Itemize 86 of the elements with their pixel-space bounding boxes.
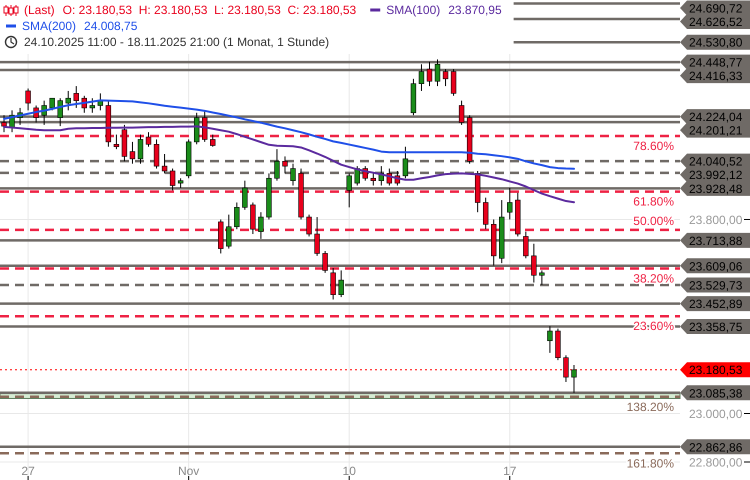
candlestick	[178, 178, 184, 188]
ref-line-label: 23.713,88	[689, 234, 743, 248]
candlestick	[354, 166, 360, 186]
x-tick-label: Nov	[178, 464, 200, 478]
y-tick-label: 23.000,00	[689, 406, 743, 421]
candlestick	[58, 98, 63, 127]
annotation: 23.870,95	[448, 3, 502, 17]
candlestick	[507, 187, 512, 220]
ref-line-label: 24.448,77	[689, 56, 743, 70]
candlestick	[523, 231, 529, 259]
candlestick	[226, 214, 232, 250]
ref-line-label: 24.530,80	[689, 36, 743, 50]
candlestick	[274, 148, 280, 182]
legend-label: (Last)	[24, 3, 55, 17]
candlestick	[346, 172, 352, 208]
ref-line-label: 23.358,75	[689, 320, 743, 334]
ref-line-label: 24.224,04	[689, 110, 743, 124]
candlestick	[306, 214, 312, 237]
candlestick	[130, 141, 136, 164]
legend-label: SMA(200)	[22, 19, 76, 33]
candlestick	[290, 163, 296, 186]
candlestick	[314, 216, 320, 256]
annotation: 24.008,75	[84, 19, 138, 33]
candlestick	[338, 270, 344, 298]
annotation: 38.20%	[633, 271, 674, 286]
annotation: O: 23.180,53 H: 23.180,53 L: 23.180,53 C: 23.180,53	[62, 3, 357, 17]
ref-line-label: 24.201,21	[689, 124, 743, 138]
candlestick	[234, 202, 240, 230]
candlestick	[146, 132, 152, 148]
candlestick	[442, 68, 448, 87]
annotation: 61.80%	[633, 194, 674, 209]
candlestick	[162, 154, 168, 174]
candlestick	[66, 90, 71, 111]
candlestick	[458, 100, 464, 126]
line-series	[3, 99, 575, 170]
x-tick-label: 27	[21, 464, 36, 478]
candlestick	[539, 270, 545, 286]
text: 24.10.2025 11:00 - 18.11.2025 21:00 (1 Monat, 1 Stunde)	[24, 35, 330, 49]
candlestick	[482, 197, 488, 230]
annotation: 161.80%	[626, 456, 674, 470]
candlestick	[450, 68, 456, 96]
candlestick	[282, 156, 288, 174]
ref-line-label: 23.180,53	[689, 363, 743, 378]
candlestick	[571, 364, 577, 394]
candlestick	[170, 168, 176, 191]
candlestick	[154, 138, 160, 170]
ref-line-label: 23.609,06	[689, 259, 743, 274]
candlestick	[74, 86, 79, 108]
candlestick	[418, 64, 424, 92]
annotation: 138.20%	[626, 400, 674, 414]
candlestick	[370, 172, 376, 186]
x-tick-label: 10	[342, 464, 356, 478]
candlestick	[242, 180, 248, 210]
candlestick	[426, 61, 432, 87]
ref-line-label: 24.690,72	[689, 2, 743, 16]
ref-line-label: 23.085,38	[689, 386, 743, 400]
candlestick	[202, 110, 208, 142]
candlestick	[114, 134, 120, 150]
ref-line-label: 24.040,52	[689, 154, 743, 169]
candlestick	[258, 212, 264, 240]
ref-line-label: 24.626,52	[689, 15, 743, 29]
candlestick	[25, 88, 31, 111]
legend-label: SMA(100)	[386, 3, 440, 17]
annotation: 50.00%	[633, 214, 674, 228]
candlestick	[531, 243, 537, 284]
y-tick-label: 22.800,00	[689, 456, 743, 470]
candlestick	[138, 134, 144, 164]
ref-line-label: 24.416,33	[689, 69, 743, 84]
ref-line-label: 23.992,12	[689, 168, 743, 182]
ref-line-label: 23.529,73	[689, 278, 743, 293]
ref-line-label: 23.452,89	[689, 297, 743, 312]
candlestick	[322, 250, 328, 274]
y-tick-label: 23.800,00	[689, 212, 743, 227]
candlestick	[547, 326, 553, 354]
candlestick	[402, 146, 408, 179]
candlestick	[434, 58, 440, 87]
candlestick	[1, 114, 7, 133]
x-tick-label: 17	[503, 464, 517, 478]
candlestick	[90, 98, 96, 114]
annotation: 78.60%	[633, 139, 674, 154]
candlestick	[49, 98, 55, 111]
ref-line-label: 22.862,86	[689, 440, 743, 454]
candlestick	[330, 267, 336, 300]
candlestick	[563, 354, 569, 382]
candlestick	[210, 134, 216, 148]
ref-line-label: 23.928,48	[689, 182, 743, 196]
